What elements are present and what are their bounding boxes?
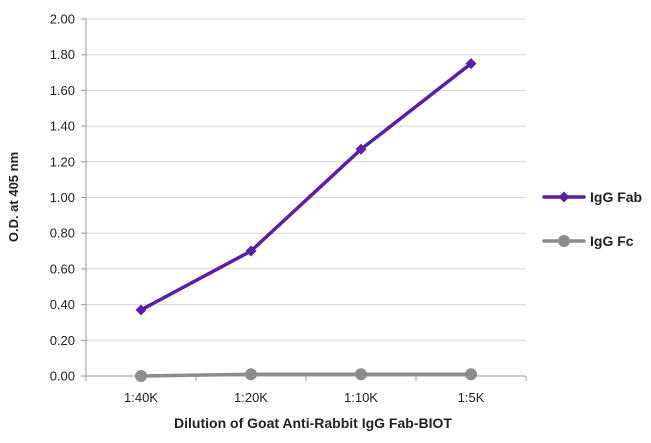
data-point-igg-fc <box>355 368 367 381</box>
legend-label: IgG Fab <box>590 189 642 205</box>
y-tick-label: 1.40 <box>50 119 75 134</box>
y-tick-label: 1.20 <box>50 154 75 169</box>
y-axis-title: O.D. at 405 nm <box>6 152 21 242</box>
data-point-igg-fab <box>355 143 367 155</box>
y-tick-label: 1.60 <box>50 83 75 98</box>
x-tick-label: 1:20K <box>234 390 268 405</box>
series-igg-fab <box>135 58 477 316</box>
legend: IgG Fab IgG Fc <box>542 189 642 249</box>
y-tick-label: 1.00 <box>50 190 75 205</box>
legend-marker-igg-fc <box>558 235 570 247</box>
x-tick-label: 1:40K <box>124 390 158 405</box>
legend-item-igg-fc: IgG Fc <box>542 233 634 249</box>
y-tick-label: 0.60 <box>50 261 75 276</box>
y-tick-label: 0.20 <box>50 333 75 348</box>
data-point-igg-fab <box>135 304 147 316</box>
axis-layer: 0.00 0.20 0.40 0.60 0.80 1.00 1.20 1.40 1.60 1.80… <box>50 12 527 405</box>
data-point-igg-fc <box>465 368 477 381</box>
grid-layer <box>86 18 526 341</box>
legend-item-igg-fab: IgG Fab <box>542 189 642 205</box>
data-point-igg-fab <box>465 58 477 70</box>
data-point-igg-fab <box>245 245 257 257</box>
y-tick-label: 2.00 <box>50 12 75 27</box>
series-layer <box>135 58 477 382</box>
legend-marker-igg-fab <box>558 191 570 203</box>
y-tick-label: 1.80 <box>50 47 75 62</box>
data-point-igg-fc <box>135 370 147 382</box>
y-tick-label: 0.00 <box>50 369 75 384</box>
y-tick-label: 0.80 <box>50 226 75 241</box>
series-line-igg-fc <box>139 372 473 378</box>
legend-label: IgG Fc <box>590 233 634 249</box>
x-axis-title: Dilution of Goat Anti-Rabbit IgG Fab-BIO… <box>174 415 452 431</box>
y-tick-label: 0.40 <box>50 297 75 312</box>
x-tick-label: 1:5K <box>458 390 485 405</box>
data-point-igg-fc <box>245 368 257 381</box>
x-tick-label: 1:10K <box>344 390 378 405</box>
series-igg-fc <box>135 368 477 382</box>
series-line-igg-fab <box>139 61 473 312</box>
